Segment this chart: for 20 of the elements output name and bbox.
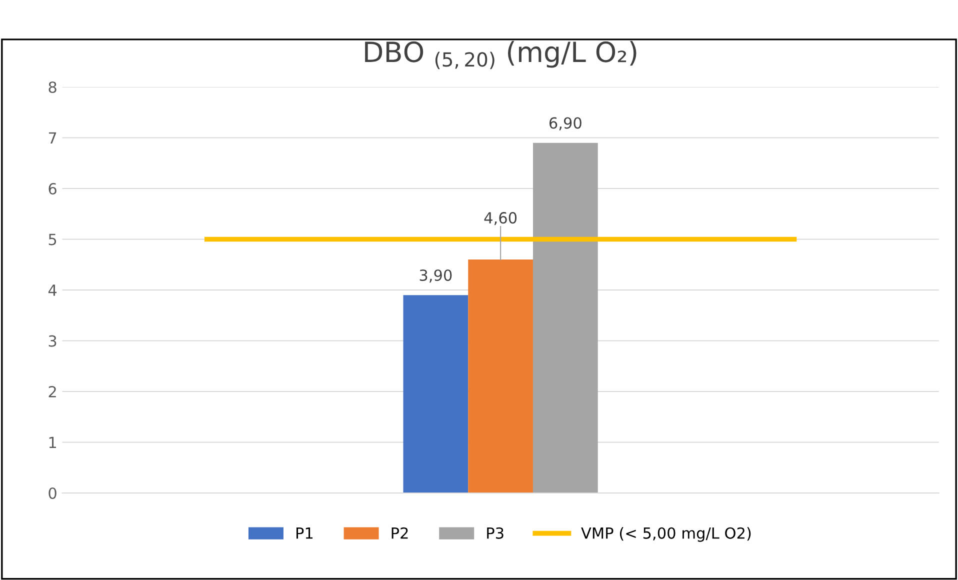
y-tick-label: 3 [48, 335, 56, 347]
y-tick-label: 1 [49, 436, 56, 448]
y-tick-label: 8 [48, 81, 56, 94]
y-tick-label: 2 [48, 386, 56, 398]
bar [532, 142, 598, 493]
legend-label: VMP (< 5,00 mg/L O2) [581, 527, 751, 542]
y-tick-label: 4 [48, 284, 57, 296]
y-tick-label: 7 [48, 132, 56, 144]
data-label: 3,90 [420, 269, 452, 283]
data-label: 4,60 [484, 212, 517, 226]
y-tick-label: 0 [48, 487, 56, 500]
legend-label: P3 [487, 527, 504, 539]
data-label: 6,90 [549, 117, 582, 130]
bar [403, 295, 468, 493]
chart-title: DBO $_{(5,20)}$ (mg/L O₂) [365, 40, 636, 70]
legend-label: P1 [296, 528, 313, 539]
y-tick-label: 6 [48, 182, 56, 195]
bar [468, 260, 533, 493]
legend-label: P2 [392, 527, 408, 539]
y-tick-label: 5 [48, 234, 56, 246]
